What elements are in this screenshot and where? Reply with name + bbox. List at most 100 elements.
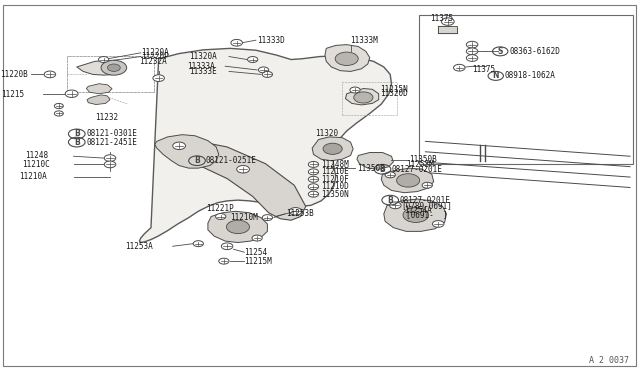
Circle shape bbox=[193, 241, 204, 247]
Circle shape bbox=[433, 221, 444, 227]
Circle shape bbox=[216, 214, 226, 219]
Circle shape bbox=[65, 90, 78, 97]
Text: 11320D: 11320D bbox=[381, 89, 408, 98]
Text: 11333M: 11333M bbox=[351, 36, 378, 45]
Text: 11215M: 11215M bbox=[244, 257, 272, 266]
Text: 08363-6162D: 08363-6162D bbox=[509, 47, 560, 56]
Circle shape bbox=[467, 55, 478, 61]
Circle shape bbox=[308, 191, 319, 197]
Circle shape bbox=[289, 208, 302, 215]
Circle shape bbox=[397, 174, 420, 187]
Circle shape bbox=[173, 142, 186, 150]
Text: B: B bbox=[74, 129, 79, 138]
Circle shape bbox=[335, 52, 358, 65]
Text: 11320: 11320 bbox=[315, 129, 338, 138]
Circle shape bbox=[390, 202, 401, 209]
Text: 11254A: 11254A bbox=[404, 206, 432, 215]
Circle shape bbox=[262, 71, 273, 77]
Text: [0691-  ]: [0691- ] bbox=[406, 211, 448, 219]
Polygon shape bbox=[87, 95, 110, 105]
Circle shape bbox=[308, 176, 319, 182]
Bar bbox=[67, 56, 154, 92]
Circle shape bbox=[237, 166, 250, 173]
Circle shape bbox=[108, 64, 120, 71]
Text: 11350B: 11350B bbox=[410, 155, 437, 164]
Text: 11220P: 11220P bbox=[141, 52, 169, 61]
Text: 11210F: 11210F bbox=[321, 175, 349, 184]
Text: 11210C: 11210C bbox=[22, 160, 49, 169]
Circle shape bbox=[350, 87, 360, 93]
Text: B: B bbox=[74, 138, 79, 147]
Text: 11375: 11375 bbox=[430, 14, 453, 23]
Text: [0789-0691]: [0789-0691] bbox=[402, 201, 452, 210]
Text: 11253A: 11253A bbox=[125, 242, 152, 251]
Text: 08127-0201E: 08127-0201E bbox=[400, 196, 451, 205]
Polygon shape bbox=[161, 140, 306, 220]
Circle shape bbox=[231, 39, 243, 46]
Circle shape bbox=[252, 235, 262, 241]
Polygon shape bbox=[325, 45, 370, 71]
Circle shape bbox=[308, 161, 319, 167]
Text: 11333E: 11333E bbox=[189, 67, 216, 76]
Circle shape bbox=[422, 182, 433, 188]
Polygon shape bbox=[155, 135, 219, 168]
Text: 11254: 11254 bbox=[244, 248, 268, 257]
Text: A 2 0037: A 2 0037 bbox=[589, 356, 628, 365]
Polygon shape bbox=[208, 211, 268, 243]
Circle shape bbox=[354, 92, 373, 103]
Text: B: B bbox=[194, 156, 200, 165]
Polygon shape bbox=[384, 199, 447, 231]
Circle shape bbox=[44, 71, 56, 78]
Text: B: B bbox=[380, 165, 385, 174]
Circle shape bbox=[221, 243, 233, 250]
Circle shape bbox=[467, 48, 478, 55]
Text: 11350B: 11350B bbox=[357, 164, 385, 173]
Text: 11215N: 11215N bbox=[381, 85, 408, 94]
Circle shape bbox=[99, 57, 109, 62]
Text: 11248: 11248 bbox=[26, 151, 49, 160]
Text: N: N bbox=[493, 71, 499, 80]
Circle shape bbox=[54, 103, 63, 109]
Circle shape bbox=[308, 184, 319, 190]
Text: 11375: 11375 bbox=[472, 65, 495, 74]
Text: 08121-0251E: 08121-0251E bbox=[206, 156, 257, 165]
Circle shape bbox=[54, 111, 63, 116]
Text: 11210M: 11210M bbox=[230, 213, 258, 222]
Polygon shape bbox=[77, 60, 125, 75]
Text: 11350N: 11350N bbox=[321, 190, 349, 199]
Circle shape bbox=[467, 41, 478, 48]
Text: 08918-1062A: 08918-1062A bbox=[505, 71, 556, 80]
Circle shape bbox=[153, 75, 164, 81]
Text: S: S bbox=[497, 47, 503, 56]
Polygon shape bbox=[86, 84, 112, 94]
Circle shape bbox=[308, 169, 319, 175]
Text: 11210A: 11210A bbox=[19, 172, 47, 181]
Text: B: B bbox=[387, 196, 393, 205]
Text: 08127-0201E: 08127-0201E bbox=[392, 165, 442, 174]
Text: 11248M: 11248M bbox=[321, 160, 349, 169]
Text: 11220B: 11220B bbox=[0, 70, 28, 79]
Text: 11232: 11232 bbox=[95, 113, 118, 122]
Circle shape bbox=[259, 67, 269, 73]
Polygon shape bbox=[381, 168, 434, 193]
Circle shape bbox=[104, 161, 116, 168]
Bar bbox=[419, 15, 634, 164]
Circle shape bbox=[227, 220, 250, 234]
Circle shape bbox=[104, 155, 116, 161]
Circle shape bbox=[248, 57, 258, 62]
Polygon shape bbox=[438, 26, 458, 33]
Circle shape bbox=[385, 172, 396, 178]
Text: 11253M: 11253M bbox=[406, 160, 434, 169]
Text: 11221P: 11221P bbox=[206, 204, 234, 213]
Text: 11210D: 11210D bbox=[321, 182, 349, 191]
Text: 11320A: 11320A bbox=[189, 52, 216, 61]
Text: 11333A: 11333A bbox=[187, 62, 214, 71]
Circle shape bbox=[454, 64, 465, 71]
Text: 11232A: 11232A bbox=[140, 57, 167, 66]
Text: 11253B: 11253B bbox=[287, 209, 314, 218]
Bar bbox=[342, 82, 397, 115]
Text: 11220A: 11220A bbox=[141, 48, 169, 57]
Polygon shape bbox=[140, 48, 392, 243]
Polygon shape bbox=[312, 137, 353, 161]
Text: 08121-2451E: 08121-2451E bbox=[86, 138, 137, 147]
